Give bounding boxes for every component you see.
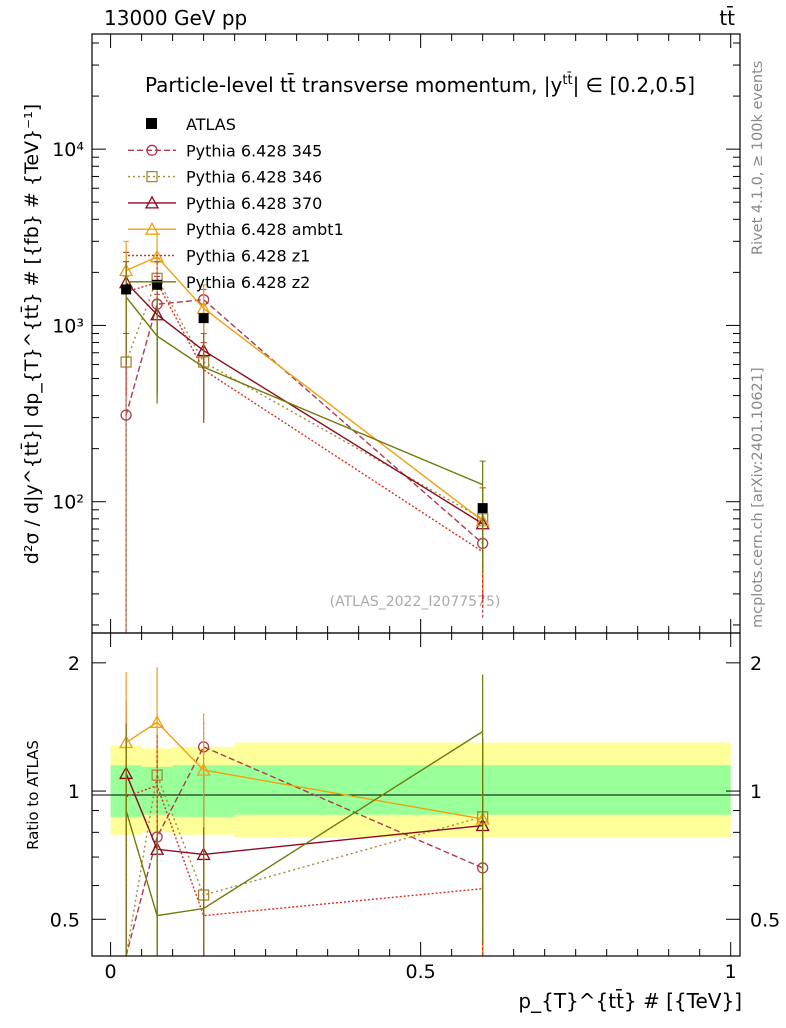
series-line: [125, 282, 484, 525]
mcplots-label: mcplots.cern.ch [arXiv:2401.10621]: [750, 367, 766, 628]
ratio-y-tick-label: 1: [68, 781, 80, 803]
x-tick-label: 0.5: [406, 961, 436, 983]
ratio-line: [125, 773, 483, 856]
legend-marker: [146, 144, 158, 156]
legend-atlas-marker: [146, 118, 157, 129]
data-point: [120, 409, 132, 421]
side-text: Rivet 4.1.0, ≥ 100k events mcplots.cern.…: [750, 61, 766, 628]
legend-label: Pythia 6.428 z2: [186, 273, 310, 292]
ratio-panel: 0 0.5 1 0.5 0.5 1 1 2 2 Ratio to ATLAS p_{T}^{tt…: [24, 34, 780, 1013]
atlas-data-point: [198, 313, 209, 324]
legend-marker: [146, 170, 158, 183]
series-pythia-6.428-345: [120, 288, 489, 633]
legend-marker: [144, 221, 160, 235]
series-line: [125, 298, 484, 544]
series-pythia-6.428-346: [120, 257, 489, 633]
legend-atlas-label: ATLAS: [186, 115, 236, 134]
series-line: [125, 255, 484, 522]
atlas-data-point: [477, 503, 488, 514]
ratio-y-tick-label-right: 0.5: [750, 909, 780, 931]
series-pythia-6.428-370: [119, 251, 490, 600]
y-tick-label: 10³: [52, 315, 84, 337]
ratio-line: [125, 745, 483, 957]
x-tick-label: 0: [105, 961, 117, 983]
ratio-point: [150, 714, 165, 728]
y-tick-label: 10²: [52, 492, 84, 514]
legend-label: Pythia 6.428 370: [186, 194, 322, 213]
legend-marker: [144, 195, 160, 209]
chart-title: Particle-level tt̄ transverse momentum, …: [145, 72, 695, 97]
ratio-line: [125, 721, 483, 820]
ratio-series-pythia-6.428-z2: [125, 674, 484, 956]
series-line: [125, 296, 483, 486]
ratio-frame: [91, 632, 741, 957]
x-tick-label: 1: [725, 961, 737, 983]
atlas-data-point: [152, 279, 163, 290]
ratio-point: [196, 762, 211, 776]
ratio-y-tick-label-right: 1: [750, 781, 762, 803]
legend-label: Pythia 6.428 ambt1: [186, 220, 344, 239]
legend-label: Pythia 6.428 346: [186, 168, 322, 187]
ratio-line: [125, 784, 483, 917]
x-axis-label: p_{T}^{tt̄} # [{TeV}]: [518, 988, 742, 1013]
ratio-line: [125, 730, 484, 917]
series-line: [125, 281, 484, 553]
atlas-data-point: [121, 284, 132, 295]
main-panel: Particle-level tt̄ transverse momentum, …: [19, 33, 741, 634]
ratio-y-tick-label: 2: [68, 653, 80, 675]
legend: ATLAS Pythia 6.428 345 Pythia 6.428 346 Pyt…: [128, 115, 344, 292]
y-tick-label: 10⁴: [52, 139, 84, 161]
legend-label: Pythia 6.428 345: [186, 141, 322, 160]
series-pythia-6.428-z2: [123, 261, 486, 572]
watermark: (ATLAS_2022_I2077575): [330, 594, 501, 610]
header-process: 13000 GeV pp: [104, 6, 247, 30]
ratio-y-tick-label: 0.5: [50, 909, 80, 931]
header-final-state: tt̄: [719, 5, 735, 30]
legend-label: Pythia 6.428 z1: [186, 247, 310, 266]
ratio-y-tick-label-right: 2: [750, 653, 762, 675]
y-axis-label: d²σ / d|y^{tt̄}| dp_{T}^{tt̄} # [{fb} # …: [19, 104, 43, 564]
series-pythia-6.428-z1: [123, 261, 486, 608]
series-line: [125, 276, 484, 520]
ratio-y-axis-label: Ratio to ATLAS: [24, 740, 42, 850]
rivet-label: Rivet 4.1.0, ≥ 100k events: [750, 61, 766, 255]
